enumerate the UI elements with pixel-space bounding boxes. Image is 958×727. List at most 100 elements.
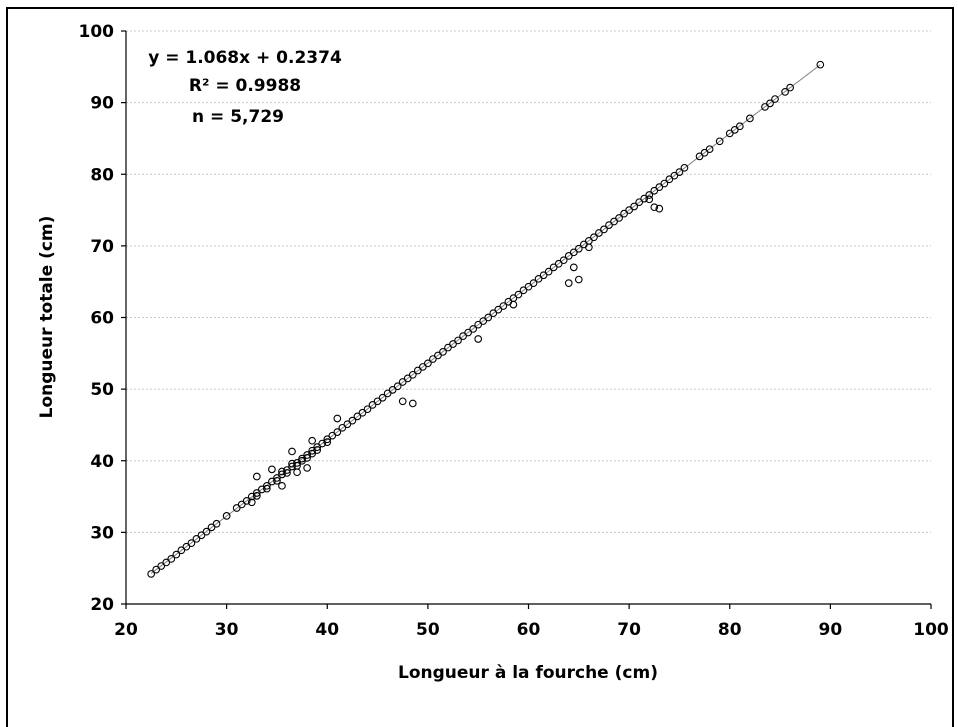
data-point (615, 214, 623, 222)
data-point (424, 359, 432, 368)
data-point (197, 531, 206, 540)
x-tick-label: 100 (913, 620, 949, 640)
x-tick-label: 80 (718, 620, 742, 640)
data-point (252, 489, 261, 497)
data-point (348, 416, 357, 425)
y-tick-label: 100 (79, 22, 115, 42)
data-point (187, 539, 196, 547)
data-point (595, 229, 603, 237)
data-point (725, 129, 734, 138)
data-point (700, 148, 709, 157)
data-point (288, 462, 296, 471)
y-tick-label: 80 (90, 165, 114, 185)
data-point (263, 481, 271, 490)
data-point (539, 271, 548, 280)
data-point (771, 95, 779, 103)
data-point (383, 389, 392, 398)
data-point (670, 171, 679, 180)
data-point (232, 504, 241, 512)
x-tick-label: 70 (617, 620, 641, 640)
x-tick-labels: 20 30 40 50 60 70 80 90 100 (114, 620, 949, 640)
data-point (534, 274, 543, 283)
annotation-text: R² = 0.9988 (189, 76, 301, 96)
data-point (549, 263, 558, 272)
data-point (283, 469, 291, 477)
x-tick-label: 20 (114, 620, 138, 640)
data-point (298, 454, 306, 463)
data-point (454, 336, 462, 345)
data-points (147, 60, 825, 578)
data-point (564, 252, 573, 260)
data-point (368, 401, 377, 409)
data-point (509, 300, 518, 309)
data-point (449, 340, 457, 348)
data-point (182, 542, 191, 551)
data-point (489, 309, 498, 318)
data-point (338, 423, 347, 432)
data-point (660, 179, 669, 188)
data-point (444, 343, 452, 352)
data-point (157, 562, 166, 570)
data-point (645, 195, 654, 204)
data-point (469, 325, 478, 333)
data-point (564, 279, 573, 287)
data-point (559, 256, 568, 265)
x-axis-title: Longueur à la fourche (cm) (398, 663, 658, 683)
data-point (766, 99, 774, 108)
data-point (283, 466, 291, 474)
data-point (323, 435, 332, 444)
data-point (293, 459, 301, 467)
data-point (781, 88, 789, 96)
data-point (439, 348, 447, 356)
data-point (761, 103, 769, 111)
x-tick-label: 50 (416, 620, 440, 640)
x-tick-label: 90 (819, 620, 843, 640)
data-point (529, 279, 538, 287)
data-point (640, 194, 649, 203)
data-point (625, 206, 633, 214)
data-point (408, 370, 417, 379)
data-point (268, 477, 276, 486)
data-point (429, 355, 437, 363)
data-point (323, 438, 332, 446)
data-point (574, 275, 583, 284)
data-point (202, 527, 211, 536)
y-tick-labels: 20 30 40 50 60 70 80 90 100 (79, 22, 115, 615)
data-point (293, 468, 301, 477)
data-point (373, 397, 382, 406)
data-point (398, 397, 407, 406)
data-point (263, 484, 271, 493)
data-point (730, 125, 739, 134)
data-point (358, 408, 367, 417)
data-point (147, 570, 156, 578)
data-point (620, 209, 628, 218)
data-point (378, 393, 387, 402)
data-point (786, 83, 794, 92)
data-point (735, 122, 744, 131)
data-point (273, 476, 281, 485)
data-point (333, 428, 342, 436)
data-point (544, 267, 553, 276)
y-tick-label: 40 (90, 452, 114, 472)
chart-frame (6, 7, 954, 727)
data-point (222, 512, 231, 520)
data-point (308, 449, 317, 458)
y-tick-label: 90 (90, 94, 114, 114)
annotation-text: n = 5,729 (192, 107, 284, 127)
data-point (554, 259, 563, 268)
data-point (333, 414, 342, 423)
data-point (484, 313, 493, 322)
data-point (459, 332, 467, 340)
data-point (635, 198, 644, 207)
data-point (474, 320, 483, 329)
data-point (278, 481, 286, 490)
data-point (268, 465, 276, 474)
data-point (413, 366, 422, 375)
data-point (585, 243, 593, 252)
data-point (303, 451, 311, 459)
data-point (746, 114, 754, 123)
data-point (313, 443, 322, 451)
data-point (569, 248, 578, 257)
x-tick-label: 40 (315, 620, 339, 640)
data-point (212, 519, 221, 528)
